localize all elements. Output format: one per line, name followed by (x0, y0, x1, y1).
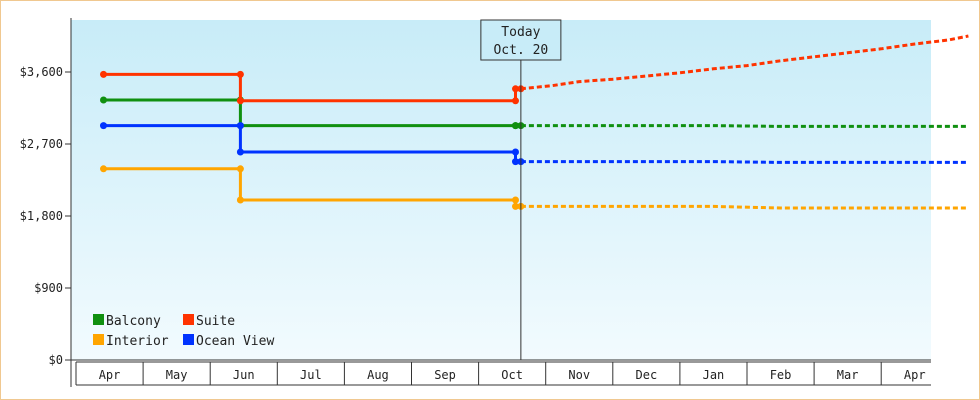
legend-item-ocean-view: Ocean View (183, 334, 274, 349)
y-axis: $0 $900 $1,800 $2,700 $3,600 (20, 18, 72, 387)
data-point (512, 202, 520, 210)
data-point (512, 158, 520, 166)
x-tick-label: May (166, 368, 188, 382)
x-tick-label: Apr (99, 368, 121, 382)
legend-swatch (183, 334, 194, 345)
series-forecast-line (520, 160, 969, 164)
series-forecast-line (520, 204, 969, 210)
x-axis: Apr May Jun Jul Aug Sep Oct Nov Dec Jan Feb Mar Apr (71, 359, 931, 386)
x-tick-label: Oct (501, 368, 523, 382)
x-tick-label: Mar (837, 368, 859, 382)
data-point (236, 97, 244, 105)
y-tick-label: $2,700 (20, 137, 63, 151)
data-point (512, 97, 520, 105)
data-point (100, 122, 108, 130)
legend-swatch (93, 314, 104, 325)
legend-item-balcony: Balcony (93, 314, 161, 329)
data-point (236, 196, 244, 204)
x-tick-label: Dec (636, 368, 658, 382)
y-tick-label: $900 (34, 281, 63, 295)
series-layer (100, 34, 969, 210)
plot-area (71, 20, 931, 360)
data-point (512, 196, 520, 204)
x-tick-label: Nov (568, 368, 590, 382)
data-point (236, 148, 244, 156)
series-forecast-line (520, 34, 969, 91)
legend: Balcony Suite Interior Ocean View (93, 314, 274, 349)
today-label: Today (501, 25, 540, 40)
series-forecast-line (520, 124, 969, 128)
series-ocean-view (100, 122, 969, 166)
legend-item-suite: Suite (183, 314, 235, 329)
x-tick-label: Sep (434, 368, 456, 382)
data-point (100, 70, 108, 78)
legend-label: Interior (106, 334, 169, 349)
data-point (236, 70, 244, 78)
data-point (512, 122, 520, 130)
y-tick-label: $3,600 (20, 65, 63, 79)
data-point (236, 122, 244, 130)
x-tick-label: Aug (367, 368, 389, 382)
legend-label: Balcony (106, 314, 161, 329)
x-tick-label: Apr (904, 368, 926, 382)
legend-swatch (183, 314, 194, 325)
y-tick-label: $1,800 (20, 209, 63, 223)
x-tick-label: Jan (703, 368, 725, 382)
legend-label: Suite (196, 314, 235, 329)
today-marker: Today Oct. 20 (480, 19, 562, 360)
data-point (100, 165, 108, 173)
data-point (512, 85, 520, 93)
today-date: Oct. 20 (493, 43, 548, 58)
x-tick-label: Feb (770, 368, 792, 382)
data-point (100, 96, 108, 104)
legend-item-interior: Interior (93, 334, 169, 349)
legend-label: Ocean View (196, 334, 274, 349)
x-tick-label: Jun (233, 368, 255, 382)
y-tick-label: $0 (49, 353, 63, 367)
legend-swatch (93, 334, 104, 345)
data-point (512, 148, 520, 156)
data-point (236, 165, 244, 173)
x-tick-label: Jul (300, 368, 322, 382)
today-box (480, 19, 562, 61)
